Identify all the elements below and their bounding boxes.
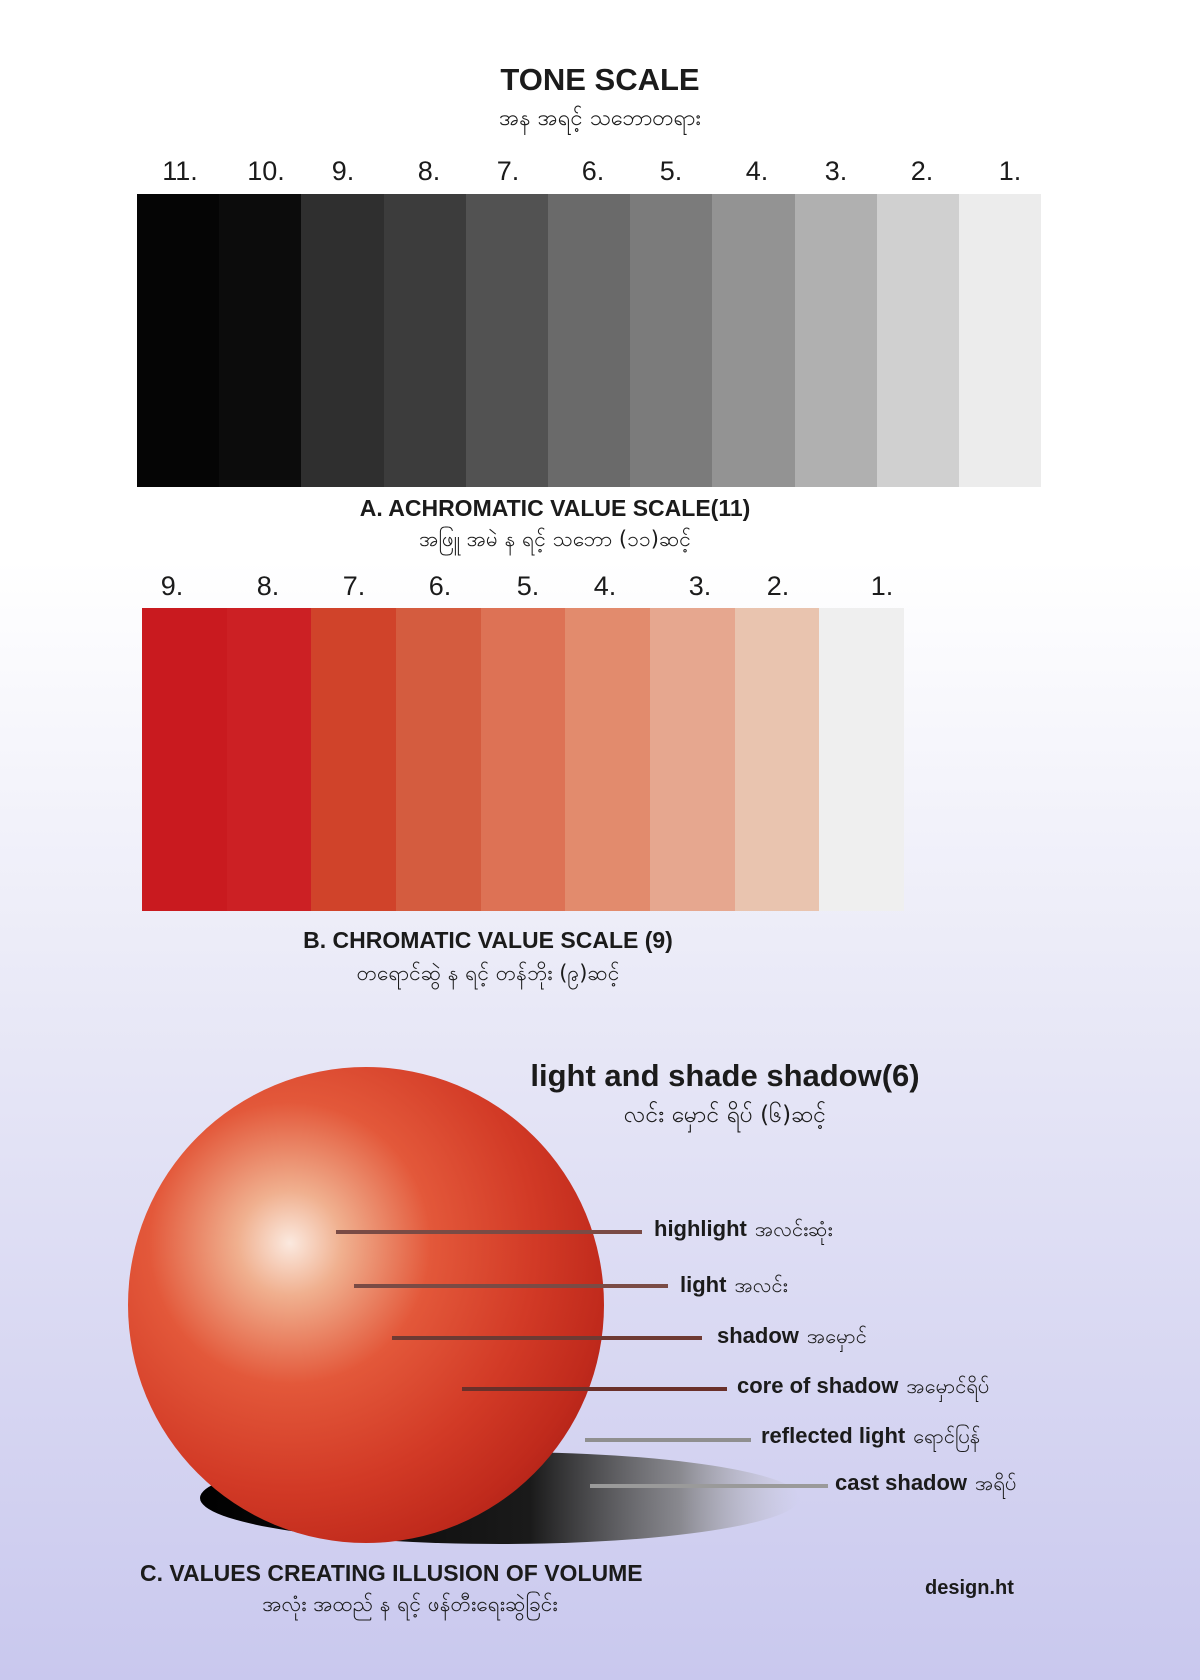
chromatic-numbers: 9. 8. 7. 6. 5. 4. 3. 2. 1. xyxy=(0,571,1200,607)
achromatic-number: 1. xyxy=(998,156,1022,186)
credit-text: design.ht xyxy=(925,1577,1014,1599)
chromatic-caption: B. CHROMATIC VALUE SCALE (9) xyxy=(303,927,673,953)
achromatic-swatch xyxy=(137,194,220,487)
chromatic-number: 1. xyxy=(870,571,894,601)
label-reflected-light: reflected light ရောင်ပြန် xyxy=(761,1423,981,1448)
achromatic-caption: A. ACHROMATIC VALUE SCALE(11) xyxy=(359,495,751,521)
achromatic-swatch xyxy=(219,194,302,487)
volume-caption: C. VALUES CREATING ILLUSION OF VOLUME xyxy=(140,1560,643,1586)
chromatic-number: 6. xyxy=(428,571,452,601)
chromatic-value-scale xyxy=(142,608,905,911)
page-title: TONE SCALE xyxy=(500,62,700,97)
label-cast-shadow: cast shadow အရိပ် xyxy=(835,1470,1017,1495)
achromatic-number: 9. xyxy=(331,156,355,186)
volume-heading: light and shade shadow(6) xyxy=(530,1058,920,1093)
achromatic-number: 7. xyxy=(496,156,520,186)
chromatic-number: 9. xyxy=(160,571,184,601)
chromatic-number: 2. xyxy=(766,571,790,601)
achromatic-caption-sub: အဖြူ အမဲ န ရင့် သဘော (၁၁)ဆင့် xyxy=(419,527,691,551)
volume-caption-sub: အလုံး အထည် န ရင့် ဖန်တီးရေးဆွဲခြင်း xyxy=(262,1592,558,1616)
achromatic-swatch xyxy=(876,194,959,487)
chromatic-number: 7. xyxy=(342,571,366,601)
achromatic-number: 6. xyxy=(581,156,605,186)
chromatic-swatch xyxy=(311,608,397,911)
chromatic-swatch xyxy=(396,608,481,911)
achromatic-swatch xyxy=(301,194,384,487)
volume-heading-sub: လင်း မှောင် ရိပ် (၆)ဆင့် xyxy=(623,1102,827,1128)
achromatic-swatch xyxy=(794,194,877,487)
achromatic-number: 8. xyxy=(417,156,441,186)
chromatic-swatch xyxy=(650,608,735,911)
achromatic-number: 3. xyxy=(824,156,848,186)
achromatic-swatch xyxy=(712,194,795,487)
chromatic-swatch xyxy=(565,608,651,911)
achromatic-numbers: 11. 10. 9. 8. 7. 6. 5. 4. 3. 2. 1. xyxy=(0,156,1200,192)
chromatic-swatch xyxy=(480,608,566,911)
chromatic-swatch xyxy=(142,608,227,911)
achromatic-swatch xyxy=(383,194,466,487)
red-sphere xyxy=(128,1067,604,1543)
label-light: light အလင်း xyxy=(680,1272,788,1297)
achromatic-number: 2. xyxy=(910,156,934,186)
chromatic-number: 3. xyxy=(688,571,712,601)
chromatic-swatch xyxy=(819,608,905,911)
shaded-sphere-illustration xyxy=(128,1067,828,1544)
achromatic-value-scale xyxy=(137,194,1042,487)
chromatic-swatch xyxy=(734,608,820,911)
chromatic-swatch xyxy=(226,608,312,911)
achromatic-swatch xyxy=(630,194,713,487)
chromatic-number: 8. xyxy=(256,571,280,601)
chromatic-number: 4. xyxy=(593,571,617,601)
achromatic-number: 11. xyxy=(162,156,198,186)
label-shadow: shadow အမှောင် xyxy=(717,1323,867,1348)
achromatic-number: 5. xyxy=(659,156,683,186)
label-core-of-shadow: core of shadow အမှောင်ရိပ် xyxy=(737,1373,990,1398)
label-highlight: highlight အလင်းဆုံး xyxy=(654,1216,833,1241)
achromatic-number: 4. xyxy=(745,156,769,186)
chromatic-caption-sub: တရောင်ဆွဲ န ရင့် တန်ဘိုး (၉)ဆင့် xyxy=(356,961,620,985)
achromatic-swatch xyxy=(465,194,548,487)
achromatic-swatch xyxy=(958,194,1042,487)
achromatic-swatch xyxy=(547,194,631,487)
achromatic-number: 10. xyxy=(247,156,285,186)
chromatic-number: 5. xyxy=(516,571,540,601)
page-subtitle: အန အရင့် သဘောတရား xyxy=(499,106,701,131)
